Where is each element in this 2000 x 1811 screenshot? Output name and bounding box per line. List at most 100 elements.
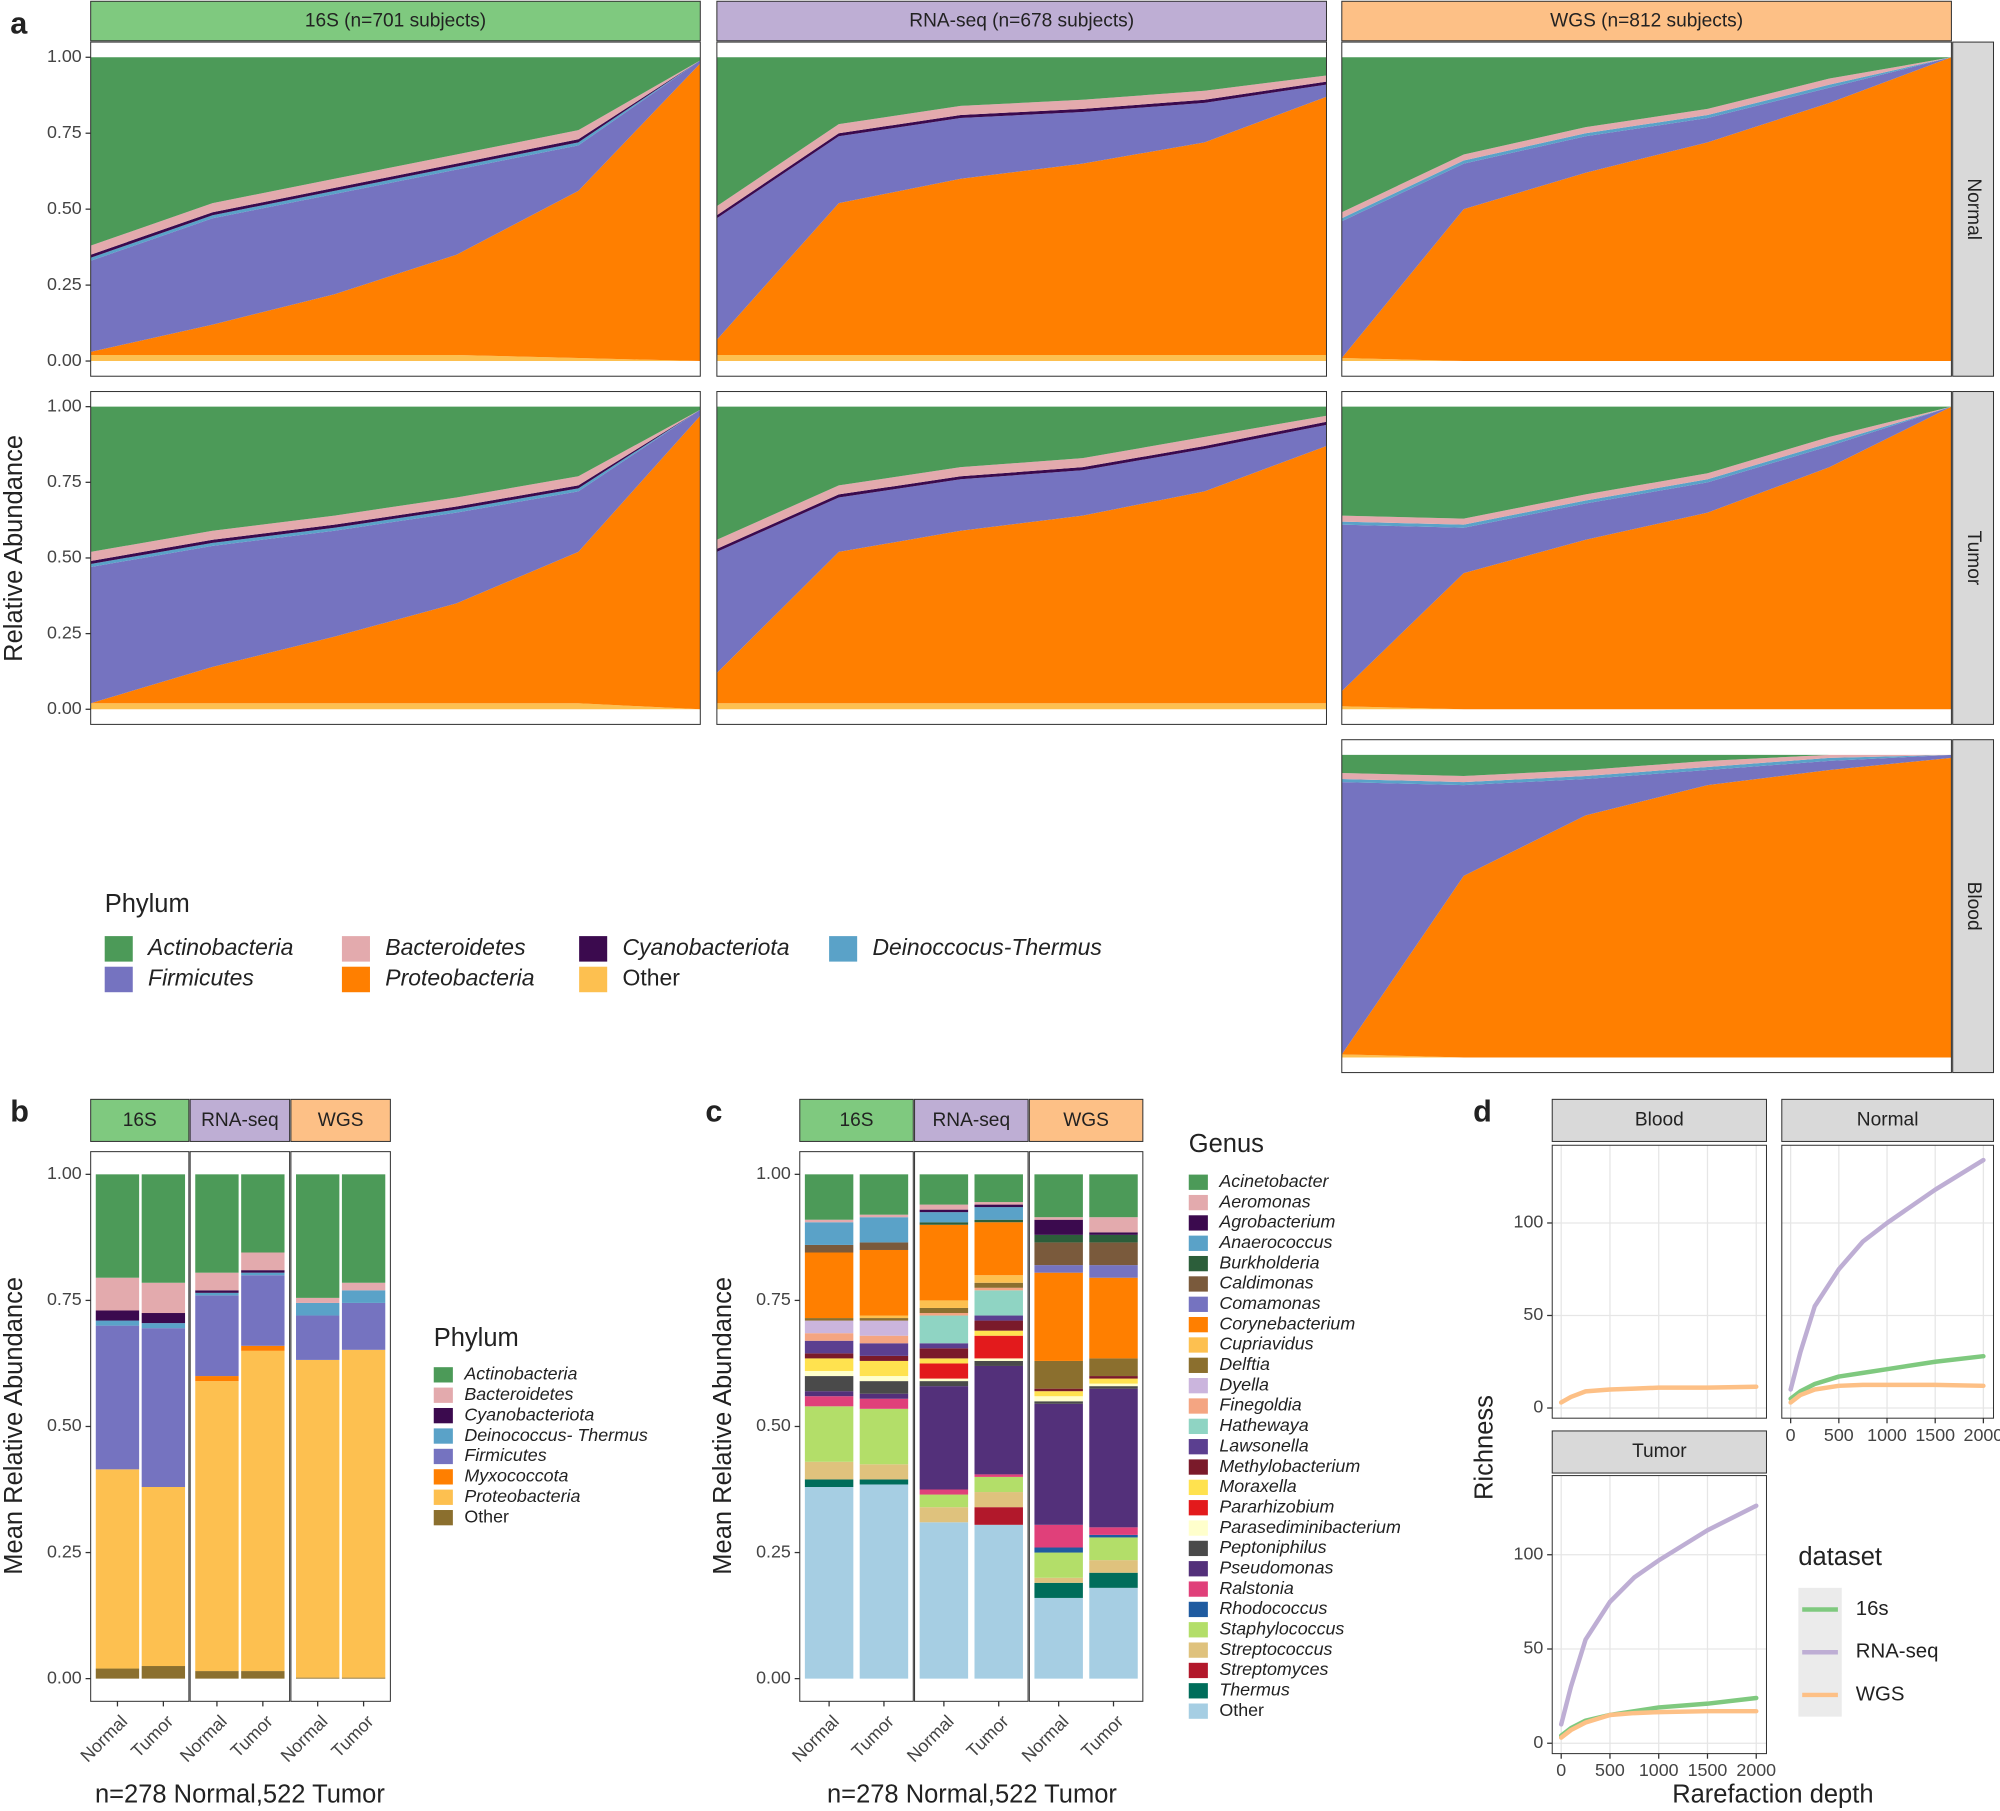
abundance-area: [716, 415, 1327, 549]
strip: [914, 1098, 1029, 1142]
y-axis-title: Relative Abundance: [0, 435, 28, 662]
abundance-area: [1341, 406, 1952, 710]
legend-label: 16s: [1856, 1598, 1889, 1620]
x-axis-title: Rarefaction depth: [1672, 1780, 1873, 1808]
bar-segment: [974, 1320, 1023, 1331]
x-tick-label: Tumor: [1077, 1711, 1127, 1761]
strip-label: RNA-seq: [933, 1110, 1011, 1131]
bar-segment: [1034, 1360, 1083, 1389]
abundance-area: [716, 57, 1327, 207]
legend-swatch: [1188, 1703, 1208, 1719]
abundance-area: [1341, 57, 1952, 359]
legend-label: Cyanobacteriota: [464, 1404, 594, 1424]
bar-segment: [141, 1174, 186, 1283]
bar-segment: [804, 1252, 854, 1319]
bar-segment: [804, 1318, 854, 1321]
abundance-area: [1341, 406, 1952, 519]
bar-segment: [1034, 1388, 1083, 1392]
abundance-area: [90, 60, 701, 352]
abundance-area: [90, 57, 701, 246]
legend-label: Pararhizobium: [1219, 1496, 1334, 1516]
legend-swatch: [1188, 1520, 1208, 1536]
bar-segment: [804, 1222, 854, 1245]
y-tick-label: 1.00: [756, 1163, 791, 1183]
abundance-area: [716, 446, 1327, 704]
strip: [90, 1098, 190, 1142]
legend-swatch: [433, 1510, 453, 1526]
y-tick-label: 0.50: [47, 198, 82, 218]
panel-label: c: [705, 1094, 722, 1128]
y-tick-label: 50: [1523, 1304, 1543, 1324]
legend-swatch: [1188, 1398, 1208, 1414]
legend-label: Cyanobacteriota: [622, 934, 789, 960]
bar-segment: [195, 1290, 239, 1293]
bar-segment: [974, 1507, 1023, 1525]
richness-line: [1558, 1503, 1759, 1727]
strip-label: WGS (n=812 subjects): [1550, 11, 1743, 32]
y-tick-label: 0.75: [47, 1289, 82, 1309]
legend-swatch: [1188, 1378, 1208, 1394]
bar-segment: [859, 1464, 909, 1480]
x-tick-label: 1000: [1867, 1425, 1907, 1445]
legend-swatch: [1188, 1561, 1208, 1577]
legend-swatch: [1188, 1662, 1208, 1679]
legend-swatch: [1188, 1357, 1208, 1373]
x-tick-label: Tumor: [327, 1711, 377, 1761]
legend-swatch: [579, 966, 608, 993]
panel-label: b: [10, 1094, 29, 1128]
legend-label: Proteobacteria: [385, 965, 534, 991]
y-tick-label: 0.75: [756, 1289, 791, 1309]
bar-segment: [1034, 1265, 1083, 1273]
bar-segment: [919, 1300, 969, 1308]
legend-title: dataset: [1798, 1543, 1882, 1571]
strip: [1551, 1430, 1767, 1474]
abundance-area: [1341, 358, 1952, 362]
x-tick-label: 2000: [1964, 1425, 2000, 1445]
bar-segment: [804, 1340, 854, 1354]
abundance-area: [90, 60, 701, 261]
bar-segment: [859, 1393, 909, 1399]
bar-segment: [974, 1474, 1023, 1477]
abundance-area: [90, 703, 701, 710]
y-tick-label: 0.75: [47, 471, 82, 491]
bar-segment: [341, 1174, 386, 1283]
bar-segment: [974, 1275, 1023, 1283]
bar-segment: [974, 1360, 1023, 1366]
abundance-area: [90, 409, 701, 704]
bar-segment: [195, 1292, 239, 1296]
legend-label: Thermus: [1219, 1680, 1289, 1700]
legend-label: Acinetobacter: [1218, 1171, 1329, 1191]
bar-segment: [1034, 1242, 1083, 1266]
legend-swatch: [433, 1448, 453, 1465]
legend-swatch: [1188, 1174, 1208, 1190]
bar-segment: [1089, 1217, 1138, 1233]
bar-segment: [141, 1323, 186, 1329]
bar-segment: [974, 1365, 1023, 1475]
bar-segment: [919, 1522, 969, 1679]
bar-segment: [1034, 1234, 1083, 1243]
y-tick-label: 0.00: [47, 698, 82, 718]
facet-border: [1341, 41, 1952, 377]
legend-label: Comamonas: [1219, 1293, 1320, 1313]
bar-segment: [919, 1222, 969, 1225]
bar-segment: [974, 1335, 1023, 1359]
x-tick-label: Tumor: [127, 1711, 177, 1761]
bar-segment: [341, 1302, 386, 1350]
abundance-area: [1341, 754, 1952, 783]
x-tick-label: 2000: [1736, 1760, 1776, 1780]
x-tick-label: Normal: [176, 1711, 231, 1766]
legend-label: Actinobacteria: [146, 934, 293, 960]
legend-label: Aeromonas: [1218, 1191, 1310, 1211]
x-tick-label: Normal: [788, 1711, 843, 1766]
bar-segment: [195, 1295, 239, 1377]
bar-segment: [859, 1343, 909, 1356]
bar-segment: [141, 1313, 186, 1324]
legend-label: Proteobacteria: [464, 1486, 580, 1506]
bar-segment: [1034, 1401, 1083, 1404]
bar-segment: [1089, 1560, 1138, 1573]
abundance-area: [90, 409, 701, 565]
abundance-area: [90, 406, 701, 552]
strip-label: RNA-seq (n=678 subjects): [909, 11, 1134, 32]
y-tick-label: 0.75: [47, 122, 82, 142]
row-strip: [1952, 391, 1995, 725]
